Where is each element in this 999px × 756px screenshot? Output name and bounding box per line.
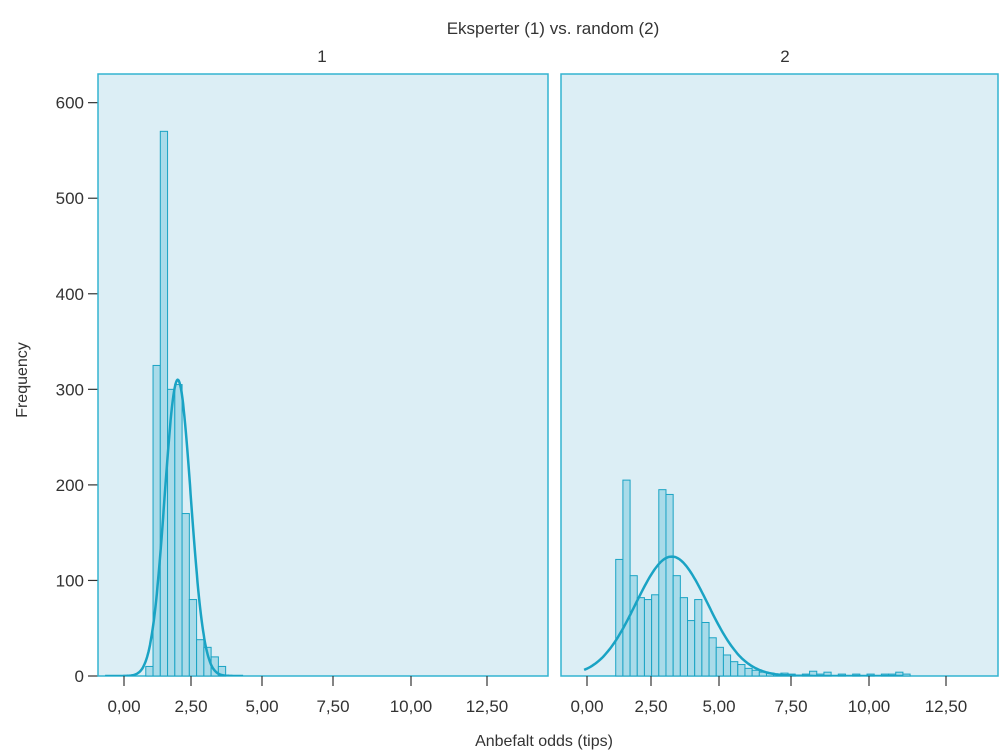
histogram-bar [744,667,753,677]
facet-panel-1: 10,00 2,50 5,00 7,50 10,00 12,50 [97,47,549,716]
y-tick-label: 0 [75,667,84,686]
histogram-bar [722,654,732,677]
histogram-bar [629,575,638,677]
y-axis-title: Frequency [14,342,31,418]
y-tick-label: 300 [56,380,84,399]
histogram-bar [196,639,205,677]
histogram-bar [188,599,198,677]
histogram-bar [658,489,667,677]
histogram-bar [694,599,703,677]
histogram-bar [665,493,674,677]
histogram-bar [672,575,681,677]
y-tick-label: 400 [56,285,84,304]
x-tick-label: 5,00 [702,697,735,716]
histogram-bar [615,558,624,677]
normal-curve [583,555,903,676]
histogram-bar [708,637,717,677]
y-tick-label: 200 [56,476,84,495]
y-tick-label: 600 [56,94,84,113]
x-axis-title: Anbefalt odds (tips) [475,733,613,750]
histogram-bar [636,597,645,677]
histogram-bar [737,664,746,677]
facet-title: 2 [780,47,789,66]
histogram-bar [174,384,183,677]
normal-curve [105,378,244,676]
histogram-bar [679,597,689,677]
chart-super-title: Eksperter (1) vs. random (2) [447,19,660,38]
histogram-bar [902,673,911,677]
histogram-bar [622,479,631,677]
x-tick-label: 7,50 [774,697,807,716]
histogram-bar [181,513,190,677]
histogram-bar [651,594,660,677]
x-tick-label: 7,50 [316,697,349,716]
histogram-bar [159,130,169,677]
histogram-bar [715,646,724,677]
histogram-bar [643,599,653,677]
x-tick-label: 12,50 [466,697,509,716]
histogram-bar [751,669,760,677]
facet-panel-2: 2 0,00 2,50 5,00 7,50 10,00 12,50 [560,47,999,716]
histogram-bar [701,621,710,677]
histogram-bar [687,620,696,677]
histogram-bar [145,665,154,677]
y-tick-label: 100 [56,571,84,590]
x-tick-label: 5,00 [245,697,278,716]
x-tick-label: 2,50 [174,697,207,716]
x-tick-label: 0,00 [107,697,140,716]
histogram-bar [730,661,739,677]
y-tick-label: 500 [56,189,84,208]
facet-title: 1 [317,47,326,66]
x-tick-label: 10,00 [848,697,891,716]
x-tick-label: 0,00 [570,697,603,716]
x-tick-label: 10,00 [390,697,433,716]
histogram-bar [152,364,161,677]
x-tick-label: 2,50 [634,697,667,716]
x-tick-label: 12,50 [925,697,968,716]
